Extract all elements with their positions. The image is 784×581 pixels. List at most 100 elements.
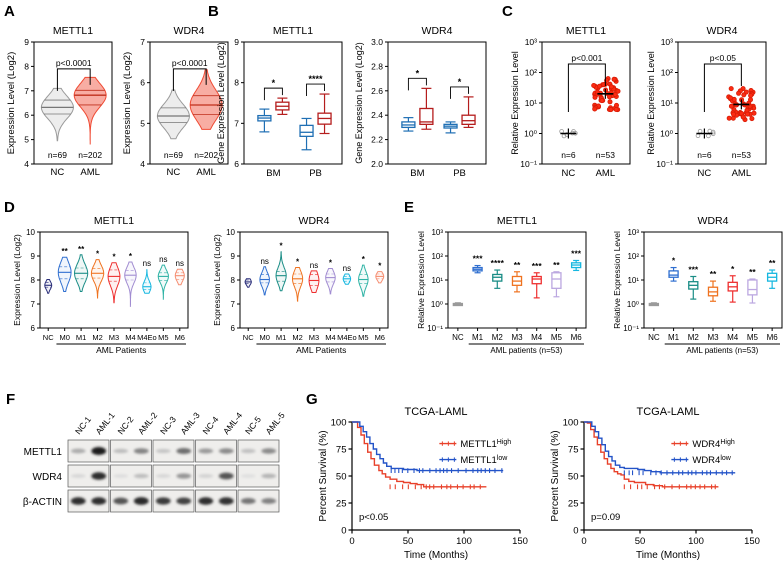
x-tick-label: M4 — [125, 333, 135, 342]
panel-a-chart-METTL1: METTL1 4 5 6 7 8 9 Expression Level (Log2) NC n=6… — [6, 25, 113, 178]
chart-title: METTL1 — [566, 25, 606, 37]
y-axis-label: Gene Expression Level (Log2) — [216, 42, 226, 164]
x-axis-label: Time (Months) — [636, 550, 700, 561]
y-tick-label: 7 — [24, 86, 29, 96]
y-tick-label: 10 — [226, 228, 235, 237]
violin-M0 — [259, 266, 270, 296]
x-tick-label: NC — [243, 333, 254, 342]
blot-band — [70, 497, 86, 505]
panel-e: METTL1 10⁻¹ 10⁰ 10¹ 10² 10³ Relative Expressio… — [406, 210, 784, 362]
p-value-label: p<0.05 — [359, 512, 388, 523]
blot-band — [261, 448, 277, 454]
panel-b-chart-METTL1: METTL1 6 7 8 9 Gene Expression Level (Log2) BM… — [216, 25, 343, 179]
x-tick-label: M5 — [158, 333, 168, 342]
significance-marker: ** — [749, 267, 756, 277]
y-tick-label: 6 — [234, 159, 239, 169]
data-point — [611, 76, 617, 82]
y-tick-label: 4 — [140, 159, 145, 169]
y-tick-label: 10¹ — [525, 98, 537, 108]
panel-d-chart-WDR4: WDR4 6 7 8 9 10 Expression Level (Log2) NC M0 ns M… — [212, 215, 389, 355]
survival-curve-METTL1low — [352, 421, 504, 472]
data-point — [728, 86, 734, 92]
blot-lane-block — [195, 464, 237, 488]
y-tick-label: 10² — [627, 252, 639, 261]
p-value-label: p<0.0001 — [56, 58, 92, 68]
y-tick-label: 50 — [336, 472, 347, 483]
blot-band — [218, 448, 234, 454]
legend-label: WDR4low — [692, 455, 731, 467]
significance-marker: * — [272, 78, 276, 88]
chart-title: WDR4 — [698, 215, 729, 227]
x-tick-label: M1 — [276, 333, 286, 342]
significance-bracket — [172, 68, 207, 91]
blot-lane-block — [67, 439, 110, 463]
blot-lane-block — [67, 489, 110, 513]
y-tick-label: 9 — [31, 252, 36, 261]
blot-lane-label: AML-3 — [178, 410, 201, 436]
plot-frame — [387, 41, 487, 165]
significance-marker: ** — [514, 260, 521, 270]
panel-c: METTL1 10⁻¹ 10⁰ 10¹ 10² 10³ Relative Expressio… — [504, 16, 784, 196]
x-tick-label: AML — [732, 168, 752, 179]
blot-band — [155, 474, 171, 478]
blot-band — [176, 497, 192, 505]
blot-lane-label: NC-1 — [73, 414, 93, 436]
x-tick-label: M3 — [109, 333, 119, 342]
data-point — [597, 83, 603, 89]
x-tick-label: M1 — [668, 333, 680, 342]
y-axis-label: Relative Expression Level — [510, 51, 520, 155]
y-axis-label: Relative Expression Level — [612, 231, 622, 329]
y-tick-label: 6 — [140, 78, 145, 88]
sample-size-label: n=53 — [596, 150, 615, 160]
x-tick-label: M5 — [551, 333, 563, 342]
y-tick-label: 10⁻¹ — [656, 159, 673, 169]
violin-M0 — [57, 256, 72, 292]
blot-band — [240, 498, 256, 504]
blot-band — [91, 497, 107, 505]
sample-size-label: n=6 — [561, 150, 576, 160]
y-tick-label: 5 — [140, 118, 145, 128]
blot-row-label: WDR4 — [33, 472, 63, 483]
panel-g-chart-0: TCGA-LAML 0 25 50 75 100 0 50 100 150 Percent Surv… — [318, 406, 528, 561]
blot-band — [198, 497, 214, 505]
data-point — [726, 115, 732, 121]
x-tick-label: M3 — [309, 333, 319, 342]
y-tick-label: 2.2 — [371, 135, 383, 145]
significance-marker: ** — [769, 258, 776, 268]
x-tick-label: NC — [698, 168, 712, 179]
blot-lane-block — [237, 489, 280, 513]
data-point — [599, 98, 605, 104]
data-point — [607, 99, 613, 105]
blot-lane-block — [195, 439, 237, 463]
panel-c-chart-WDR4: WDR4 10⁻¹ 10⁰ 10¹ 10² 10³ Relative Expression … — [646, 25, 767, 179]
significance-marker: ns — [310, 261, 318, 270]
y-tick-label: 10⁰ — [431, 300, 443, 309]
x-tick-label: NC — [648, 333, 660, 342]
y-tick-label: 10³ — [431, 228, 443, 237]
significance-bracket — [703, 63, 742, 112]
chart-title: WDR4 — [299, 215, 330, 227]
significance-marker: * — [96, 250, 100, 259]
y-tick-label: 10³ — [627, 228, 639, 237]
box-M5 — [551, 272, 562, 289]
box-AML — [419, 107, 434, 125]
p-value-label: p=0.09 — [591, 512, 620, 523]
x-tick-label: 100 — [688, 536, 704, 547]
chart-title: METTL1 — [273, 25, 313, 37]
blot-lane-block — [152, 489, 195, 513]
data-point — [728, 103, 734, 109]
blot-band — [198, 448, 214, 454]
significance-marker: **** — [309, 74, 324, 84]
blot-band — [218, 497, 234, 505]
violin-M3 — [308, 270, 320, 293]
significance-marker: * — [362, 255, 366, 264]
blot-lane-label: AML-1 — [93, 410, 116, 436]
x-axis-label: Time (Months) — [404, 550, 468, 561]
x-tick-label: NC — [51, 167, 65, 178]
y-tick-label: 6 — [24, 110, 29, 120]
significance-marker: * — [329, 258, 333, 267]
plot-frame — [149, 41, 229, 165]
chart-title: WDR4 — [707, 25, 738, 37]
data-point — [601, 82, 607, 88]
blot-band — [240, 448, 256, 454]
